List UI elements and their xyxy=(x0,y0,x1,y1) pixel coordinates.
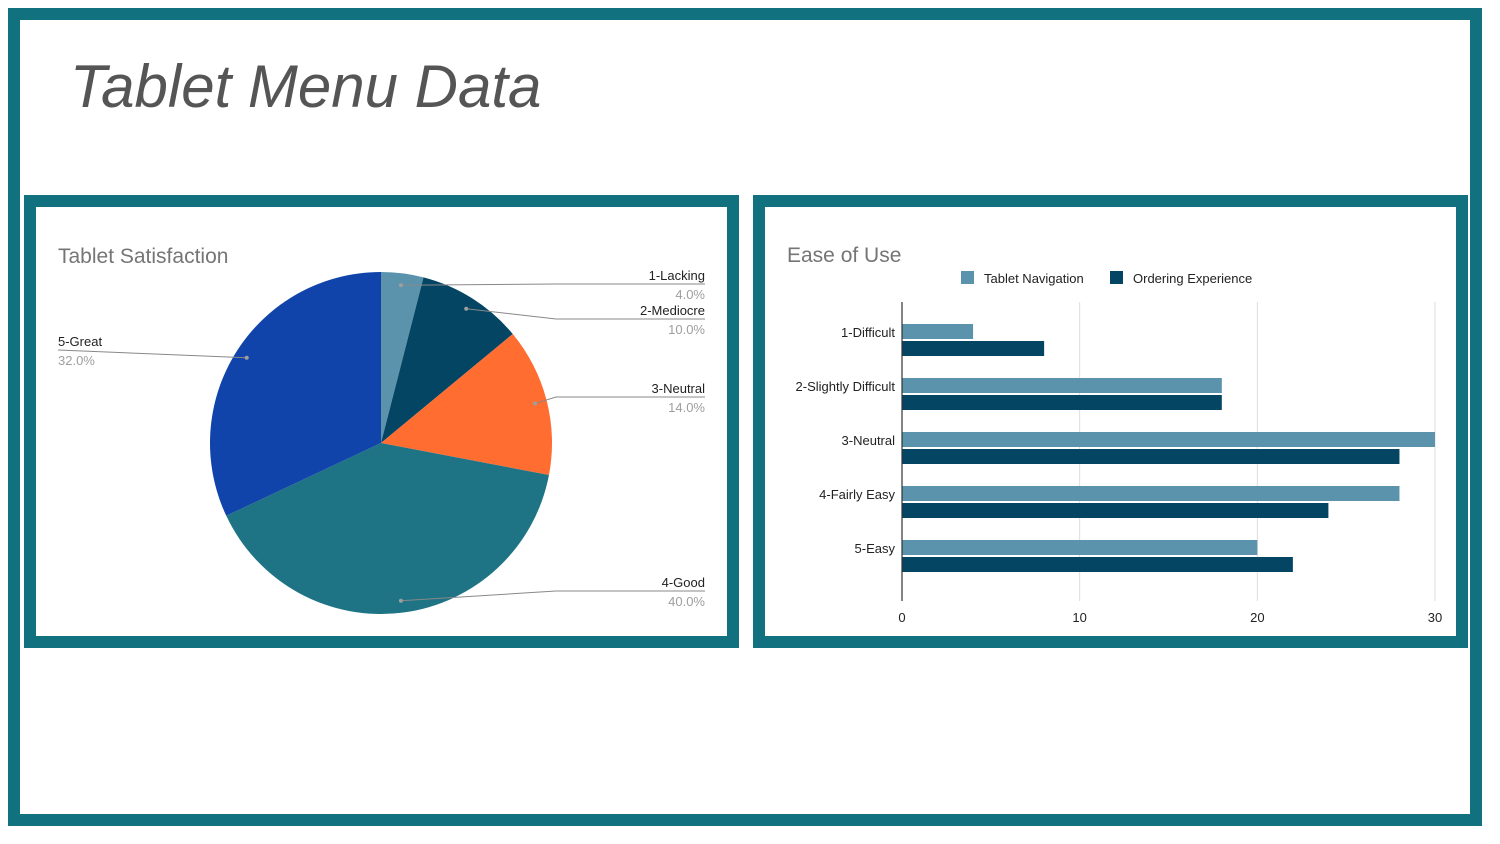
bar-tablet-navigation xyxy=(902,378,1222,393)
pie-slice-2-mediocre xyxy=(381,277,513,443)
bar-tablet-navigation xyxy=(902,540,1258,555)
bar-ordering-experience xyxy=(902,449,1400,464)
bar-chart: Ease of Use Tablet Navigation Ordering Ex… xyxy=(787,244,1442,625)
pie-chart-title: Tablet Satisfaction xyxy=(58,245,228,268)
pie-percent: 40.0% xyxy=(668,594,705,609)
bar-chart-title: Ease of Use xyxy=(787,244,901,267)
y-category-label: 1-Difficult xyxy=(841,325,895,340)
legend-label: Ordering Experience xyxy=(1133,271,1252,286)
pie-slices xyxy=(209,272,553,614)
x-tick-label: 0 xyxy=(898,610,905,625)
bar-ordering-experience xyxy=(902,503,1329,518)
leader-dot xyxy=(244,355,249,360)
legend-swatch xyxy=(961,271,974,284)
bar-tablet-navigation xyxy=(902,486,1400,501)
x-tick-label: 10 xyxy=(1072,610,1086,625)
leader-line xyxy=(534,396,705,404)
bar-tablet-navigation xyxy=(902,432,1435,447)
pie-chart-panel: Tablet Satisfaction 1-Lacking 4.0% 2-Medio… xyxy=(24,195,739,648)
leader-line xyxy=(466,308,705,320)
leader-dot xyxy=(398,283,403,288)
bar-ordering-experience xyxy=(902,557,1293,572)
leader-dot xyxy=(398,598,403,603)
leader-dot xyxy=(533,401,538,406)
legend-label: Tablet Navigation xyxy=(984,271,1084,286)
leader-line xyxy=(57,349,247,359)
legend: Tablet Navigation Ordering Experience xyxy=(961,271,1252,286)
x-tick-label: 20 xyxy=(1250,610,1264,625)
pie-percent: 4.0% xyxy=(675,287,705,302)
pie-percent: 14.0% xyxy=(668,400,705,415)
y-category-label: 5-Easy xyxy=(855,541,896,556)
y-category-label: 3-Neutral xyxy=(842,433,896,448)
pie-slice-1-lacking xyxy=(381,272,424,443)
leader-line xyxy=(400,590,705,602)
y-category-label: 2-Slightly Difficult xyxy=(796,379,896,394)
pie-label: 3-Neutral xyxy=(652,381,706,396)
legend-swatch xyxy=(1110,271,1123,284)
bar-tablet-navigation xyxy=(902,324,974,339)
pie-labels: 1-Lacking 4.0%2-Mediocre 10.0% 3-Neutral 14.… xyxy=(57,268,706,609)
bar-ordering-experience xyxy=(902,341,1045,356)
leader-dot xyxy=(464,306,469,311)
pie-slice-3-neutral xyxy=(381,334,553,476)
slide-title: Tablet Menu Data xyxy=(70,53,542,120)
pie-label: 2-Mediocre xyxy=(640,303,705,318)
pie-slice-4-good xyxy=(226,443,549,614)
pie-label: 4-Good xyxy=(662,575,705,590)
pie-label: 5-Great xyxy=(58,334,102,349)
bars xyxy=(902,324,1435,572)
bar-chart-panel: Ease of Use Tablet Navigation Ordering Ex… xyxy=(753,195,1468,648)
pie-percent: 32.0% xyxy=(58,353,95,368)
pie-percent: 10.0% xyxy=(668,322,705,337)
bar-ordering-experience xyxy=(902,395,1222,410)
pie-chart: Tablet Satisfaction 1-Lacking 4.0%2-Medio… xyxy=(57,245,706,614)
x-tick-label: 30 xyxy=(1428,610,1442,625)
leader-line xyxy=(400,283,705,286)
y-category-label: 4-Fairly Easy xyxy=(819,487,895,502)
pie-label: 1-Lacking xyxy=(649,268,705,283)
axes: 0 10 20 30 1-Difficult 2-Slightly Difficult 3-… xyxy=(796,302,1442,625)
pie-slice-5-great xyxy=(209,272,381,516)
